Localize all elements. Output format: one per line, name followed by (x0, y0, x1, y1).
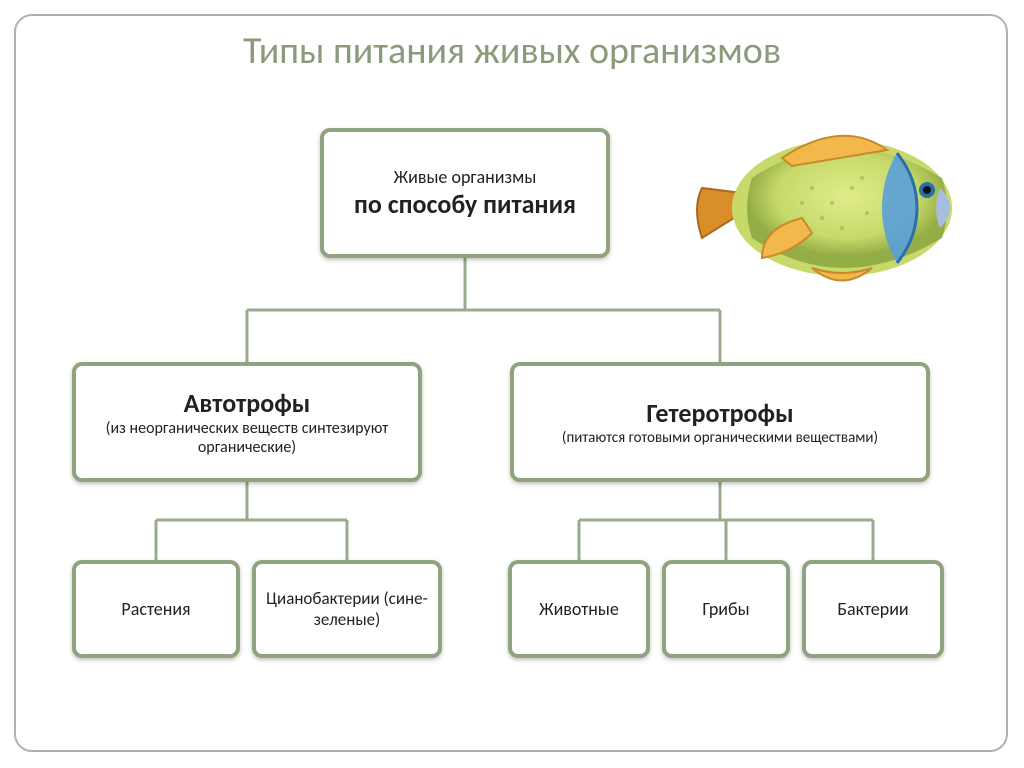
slide-title: Типы питания живых организмов (0, 28, 1024, 74)
node-cyanobacteria: Цианобактерии (сине-зеленые) (252, 560, 442, 658)
cyano-label: Цианобактерии (сине-зеленые) (266, 588, 428, 630)
node-heterotrophs: Гетеротрофы (питаются готовыми органичес… (510, 362, 930, 482)
animals-label: Животные (539, 598, 619, 620)
auto-label: Автотрофы (184, 387, 311, 419)
node-root: Живые организмы по способу питания (320, 128, 610, 258)
node-plants: Растения (72, 560, 240, 658)
auto-sub: (из неорганических веществ синтезируют о… (86, 419, 408, 457)
node-fungi: Грибы (662, 560, 790, 658)
bacteria-label: Бактерии (837, 598, 908, 620)
node-autotrophs: Автотрофы (из неорганических веществ син… (72, 362, 422, 482)
fish-illustration (692, 118, 962, 303)
hetero-sub: (питаются готовыми органическими веществ… (562, 429, 878, 447)
plants-label: Растения (121, 598, 190, 620)
hetero-label: Гетеротрофы (646, 397, 793, 429)
node-animals: Животные (508, 560, 650, 658)
fungi-label: Грибы (702, 598, 749, 620)
root-big-label: по способу питания (354, 188, 576, 220)
node-bacteria: Бактерии (802, 560, 944, 658)
root-small-label: Живые организмы (394, 166, 537, 188)
